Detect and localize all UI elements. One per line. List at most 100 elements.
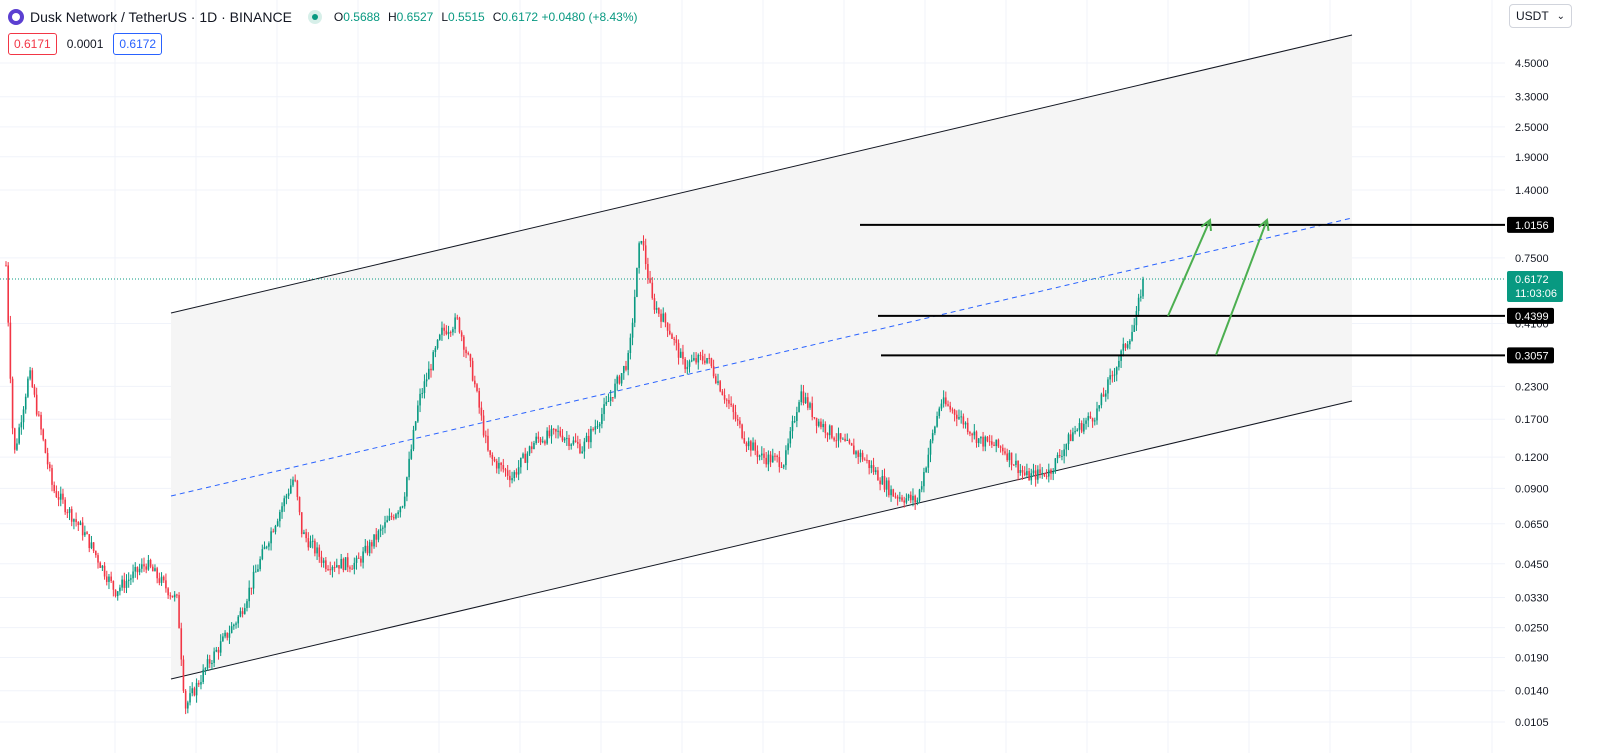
candle-body (443, 327, 445, 331)
candle (1072, 427, 1074, 442)
buy-price-box[interactable]: 0.6172 (113, 33, 163, 55)
candle (649, 270, 651, 284)
candle-body (243, 608, 246, 614)
candle (57, 491, 60, 507)
candle-body (27, 378, 29, 397)
candle (430, 363, 432, 378)
candle (495, 458, 498, 474)
candle-body (581, 451, 583, 454)
candle (414, 420, 417, 431)
candle-body (975, 431, 978, 444)
candle (1012, 464, 1015, 466)
candle (633, 289, 636, 328)
candle-body (81, 522, 84, 536)
candle-body (909, 494, 912, 501)
candle (903, 496, 906, 508)
candle (846, 433, 849, 441)
axis-tick-label: 0.0650 (1515, 519, 1549, 531)
currency-selector[interactable]: USDT ⌄ (1509, 4, 1573, 28)
candle-body (235, 623, 237, 625)
candle-body (940, 403, 943, 409)
candle (644, 238, 647, 270)
candle (265, 545, 268, 550)
candle-body (517, 467, 520, 475)
symbol-title[interactable]: Dusk Network / TetherUS · 1D · BINANCE (30, 9, 292, 25)
candle-body (622, 366, 625, 374)
candle-body (200, 681, 202, 685)
candle (526, 451, 529, 471)
candle (73, 518, 75, 530)
candle (1078, 418, 1081, 437)
candle (59, 486, 62, 507)
candle (771, 448, 774, 463)
candle (371, 539, 373, 554)
candle (421, 387, 424, 399)
candle (524, 447, 527, 464)
candle (743, 431, 746, 444)
candle-body (953, 409, 956, 415)
candle-body (215, 649, 218, 652)
candle (197, 680, 200, 688)
candle (991, 435, 993, 448)
candle (336, 558, 338, 568)
candle (896, 494, 899, 506)
sell-price-box[interactable]: 0.6171 (8, 33, 57, 55)
candle-body (116, 591, 119, 597)
candle-body (1069, 434, 1072, 441)
candle (999, 445, 1002, 453)
candle (609, 389, 612, 407)
candle (855, 450, 857, 459)
candle-body (601, 414, 603, 424)
candle (622, 365, 625, 380)
candle-body (771, 455, 774, 463)
candle (257, 564, 259, 573)
candle (612, 396, 614, 402)
candle-body (1083, 423, 1085, 432)
candle (506, 465, 509, 480)
candle-body (980, 436, 982, 439)
candle (169, 592, 172, 600)
candle-body (1010, 452, 1013, 465)
candle (204, 667, 207, 676)
candle-body (110, 576, 112, 581)
candle-body (279, 512, 281, 522)
candle (438, 333, 441, 341)
axis-tick-label: 0.1700 (1515, 414, 1549, 426)
candle (340, 553, 342, 569)
candle-body (977, 438, 980, 444)
candle (443, 323, 445, 336)
candle-body (923, 472, 925, 487)
candle (272, 528, 275, 533)
candle (270, 527, 272, 551)
candle-body (701, 356, 704, 361)
candle (1124, 343, 1127, 351)
candle (217, 646, 220, 660)
candle-body (281, 506, 283, 513)
visibility-eye-icon[interactable] (307, 10, 322, 24)
candle (684, 357, 686, 374)
candle-body (655, 307, 658, 310)
candle-body (901, 497, 903, 501)
candle (870, 460, 873, 474)
arrow (1167, 218, 1212, 317)
candle (857, 449, 860, 465)
candle (758, 454, 761, 461)
candle-body (945, 397, 947, 405)
candle-body (491, 454, 494, 460)
candle-body (629, 337, 632, 354)
candle-body (612, 397, 614, 399)
candle-body (668, 330, 671, 335)
level-price-label: 0.3057 (1507, 347, 1554, 364)
candle-body (905, 498, 908, 503)
candle-body (344, 557, 347, 571)
candle-body (285, 495, 288, 499)
candle-body (44, 439, 47, 454)
candle (1091, 417, 1094, 428)
candle-body (379, 528, 382, 531)
candle-body (1001, 447, 1004, 452)
candle (22, 406, 25, 430)
candle (206, 654, 209, 671)
candle (11, 376, 14, 435)
candle-body (684, 358, 686, 370)
